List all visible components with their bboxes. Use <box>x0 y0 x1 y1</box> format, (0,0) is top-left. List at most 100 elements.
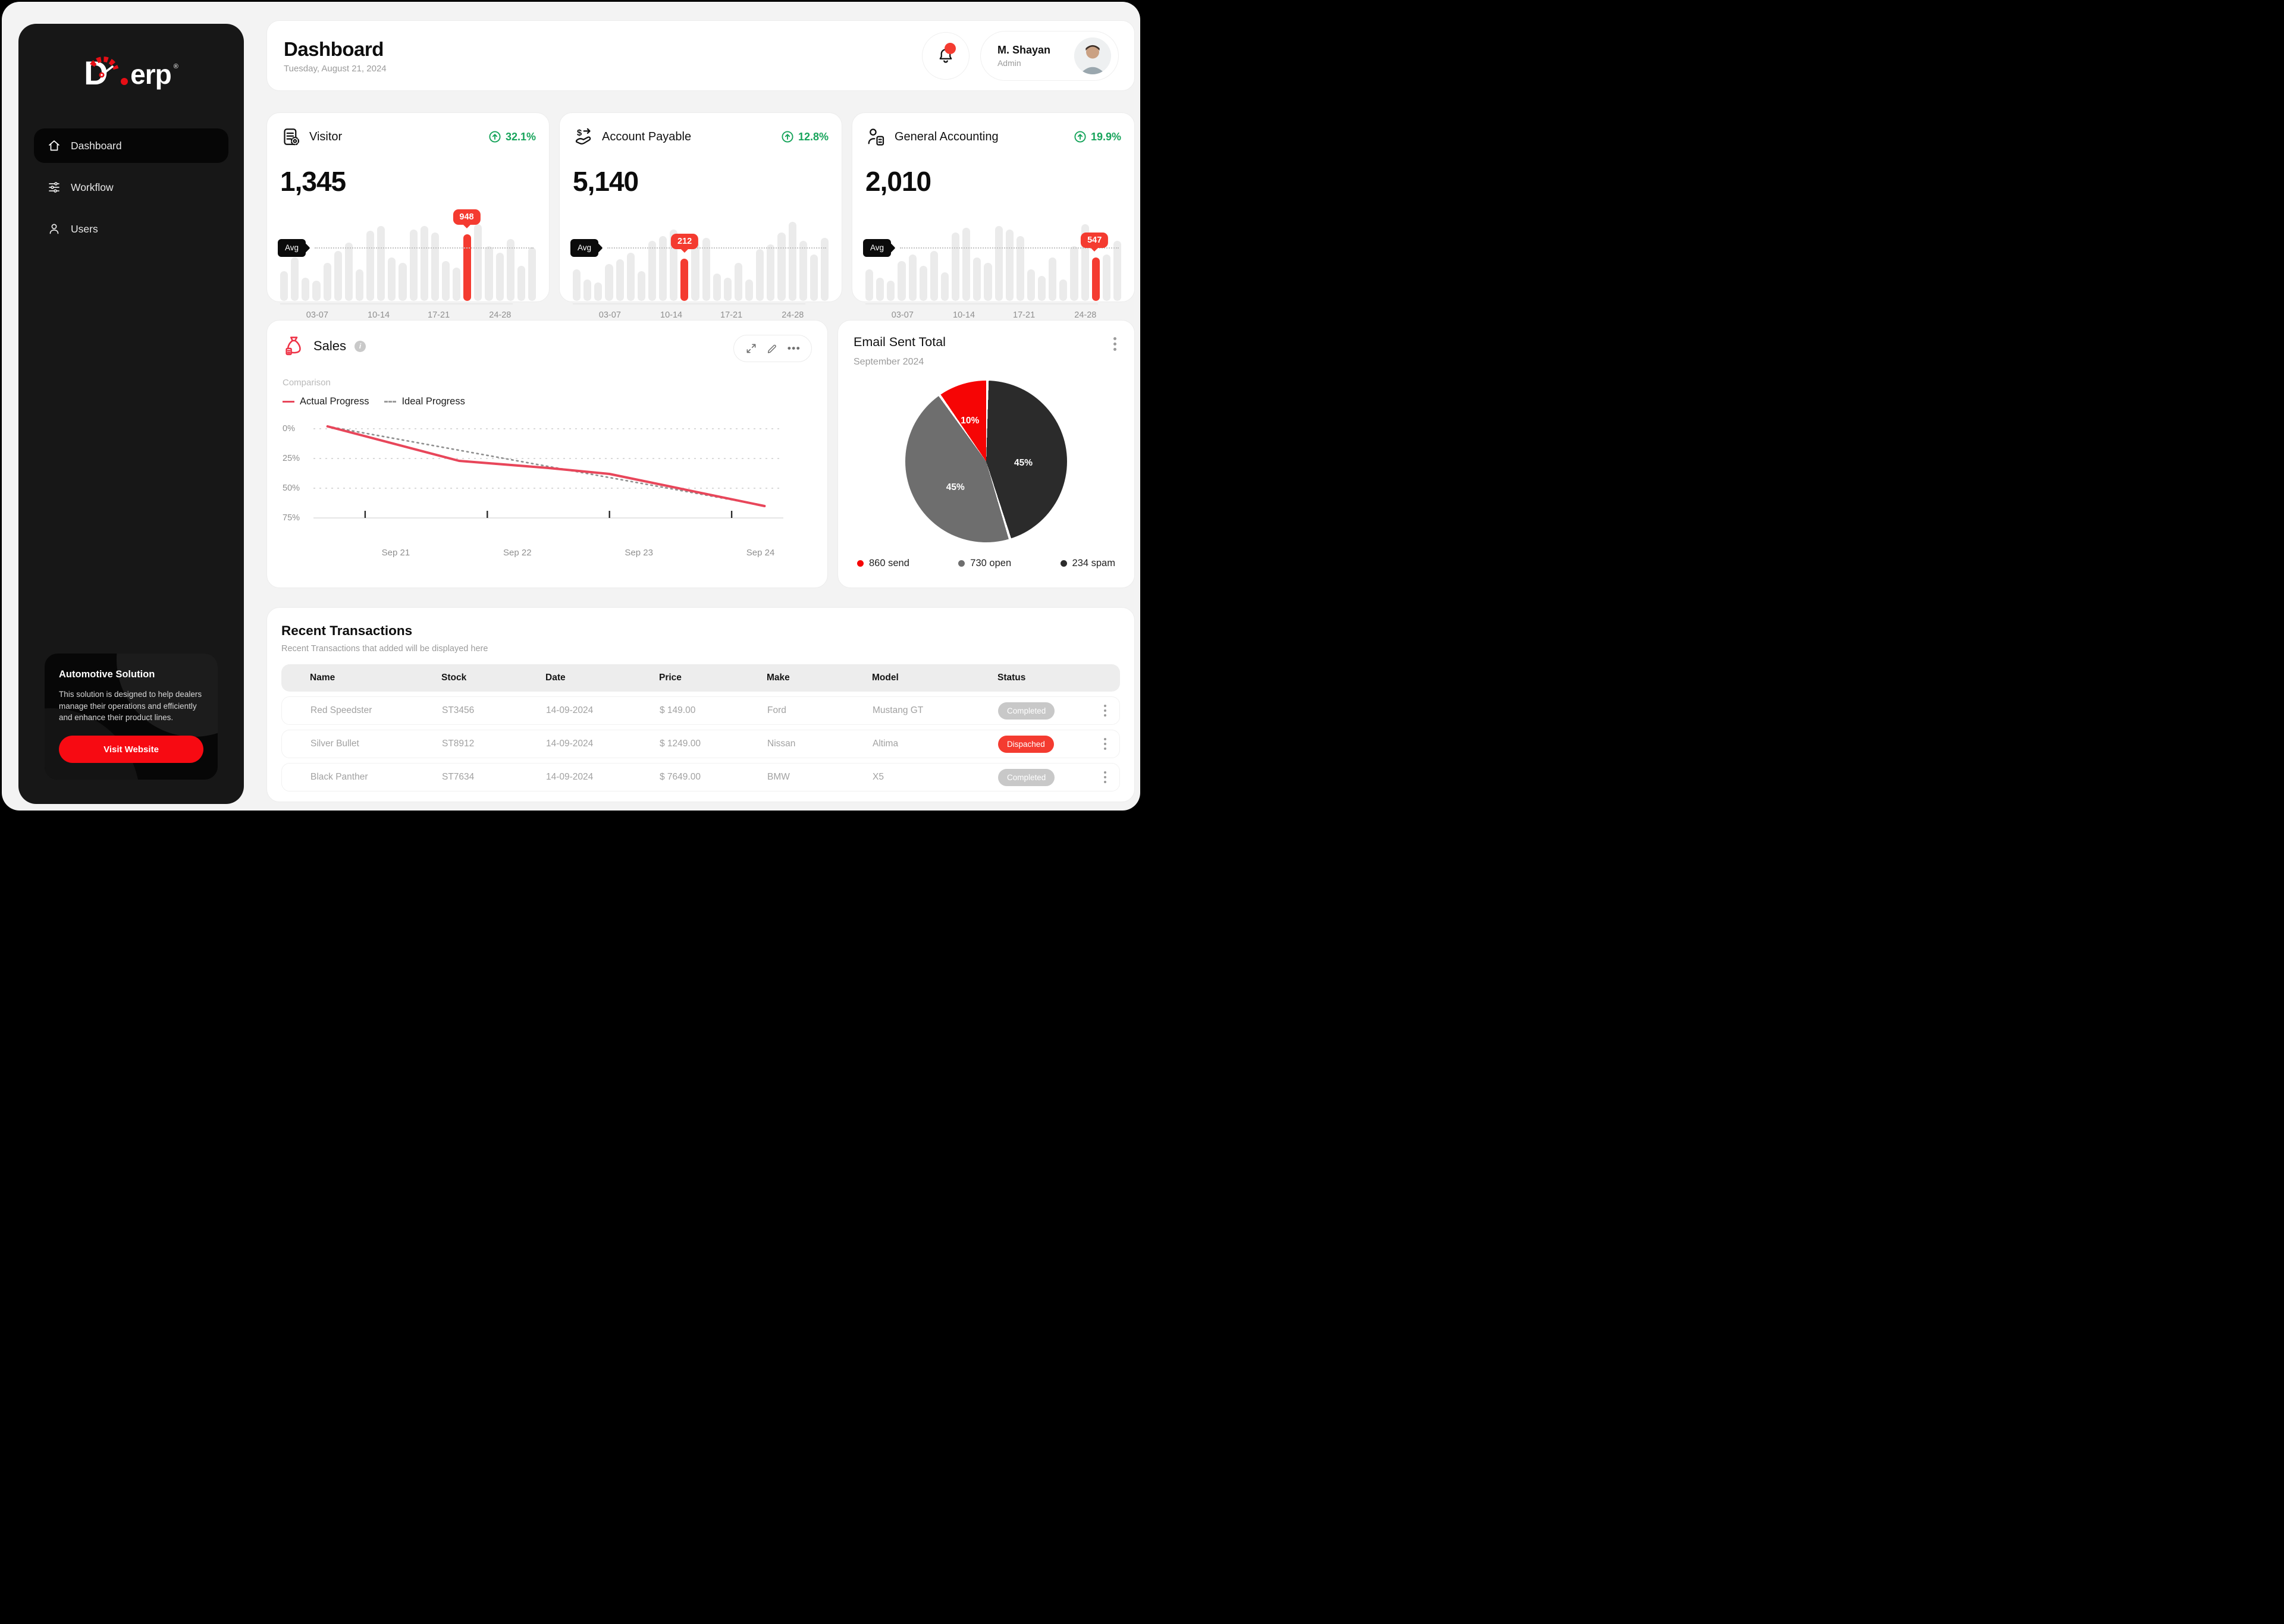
average-label: Avg <box>570 238 599 257</box>
bar <box>485 246 493 301</box>
highlight-badge: 948 <box>453 209 481 225</box>
x-axis-labels: 03-07 10-14 17-21 24-28 <box>280 310 536 322</box>
user-name: M. Shayan <box>997 43 1050 56</box>
average-label: Avg <box>863 238 892 257</box>
x-axis-tick-label: 24-28 <box>489 310 512 320</box>
bar <box>355 269 363 301</box>
stat-title: General Accounting <box>895 130 999 143</box>
row-menu-button[interactable] <box>1102 769 1109 786</box>
bar <box>528 247 536 301</box>
bar <box>495 252 504 301</box>
status-badge: Completed <box>998 702 1055 720</box>
bar <box>1113 241 1121 301</box>
sidebar-item-dashboard[interactable]: Dashboard <box>34 128 228 163</box>
pie-slice-label: 45% <box>1014 457 1033 468</box>
legend-dot <box>958 560 965 567</box>
bar <box>887 281 895 301</box>
promo-card: Automotive Solution This solution is des… <box>45 654 218 780</box>
sales-legend: Actual Progress Ideal Progress <box>283 396 812 407</box>
arrow-up-circle-icon <box>782 131 793 143</box>
x-axis-tick-label: 10-14 <box>368 310 390 320</box>
bar <box>648 241 656 301</box>
notifications-button[interactable] <box>921 32 970 80</box>
bar <box>626 252 635 301</box>
kebab-icon <box>1113 337 1116 340</box>
stat-value: 1,345 <box>280 166 346 197</box>
sidebar-nav: Dashboard Workflow Users <box>34 128 228 246</box>
promo-title: Automotive Solution <box>59 669 155 680</box>
sidebar-item-workflow[interactable]: Workflow <box>34 170 228 205</box>
average-label: Avg <box>278 238 306 257</box>
x-axis-labels: 03-07 10-14 17-21 24-28 <box>865 310 1121 322</box>
axis-baseline <box>573 303 806 304</box>
sales-title: Sales <box>313 338 347 353</box>
average-line <box>607 247 826 249</box>
bar <box>280 271 288 301</box>
bar <box>820 237 829 301</box>
transactions-title: Recent Transactions <box>281 623 413 638</box>
bar <box>952 233 960 301</box>
sales-toolbar: ••• <box>733 335 812 362</box>
avatar-image <box>1074 37 1111 74</box>
bars <box>280 218 536 301</box>
mini-bar-chart: Avg 547 03-07 10-14 17-21 24-28 <box>863 218 1121 320</box>
bar <box>723 277 732 301</box>
edit-button[interactable] <box>764 340 782 357</box>
recent-transactions-card: Recent Transactions Recent Transactions … <box>266 607 1135 802</box>
user-menu[interactable]: M. Shayan Admin <box>980 30 1119 81</box>
bar <box>334 251 342 301</box>
bar <box>583 279 592 301</box>
bar <box>1005 229 1014 301</box>
sliders-icon <box>49 182 59 193</box>
trend-indicator: 12.8% <box>781 130 829 143</box>
bar <box>691 243 699 301</box>
table-row[interactable]: Black Panther ST7634 14-09-2024 $ 7649.0… <box>281 763 1120 791</box>
average-line <box>315 247 534 249</box>
row-menu-button[interactable] <box>1102 702 1109 719</box>
bar <box>756 249 764 301</box>
email-pie-chart: 45% 45% 10% <box>905 381 1067 542</box>
table-row[interactable]: Red Speedster ST3456 14-09-2024 $ 149.00… <box>281 696 1120 725</box>
mini-bar-chart: Avg 212 03-07 10-14 17-21 24-28 <box>570 218 829 320</box>
bar <box>323 262 331 301</box>
bar <box>441 260 450 301</box>
sales-line-chart: 0% 25% 50% 75% Sep 21 Sep 22 Sep <box>283 423 812 558</box>
legend-dot <box>857 560 864 567</box>
trend-value: 32.1% <box>505 130 536 143</box>
money-bag-icon <box>286 337 301 356</box>
unread-indicator <box>944 42 956 54</box>
stat-card-account-payable: $ Account Payable 12.8% 5,140 <box>559 112 842 320</box>
sidebar-item-label: Workflow <box>71 181 114 193</box>
sidebar-item-users[interactable]: Users <box>34 212 228 246</box>
bar <box>984 262 992 301</box>
bar <box>810 254 818 301</box>
visit-website-button[interactable]: Visit Website <box>59 736 203 763</box>
bar <box>702 237 710 301</box>
legend-item: 860 send <box>857 558 909 569</box>
highlight-bar <box>1091 257 1100 301</box>
x-axis-tick-label: 17-21 <box>428 310 450 320</box>
sidebar-item-label: Users <box>71 222 98 235</box>
email-menu-button[interactable] <box>1111 335 1119 353</box>
legend-swatch <box>283 401 294 403</box>
more-options-button[interactable]: ••• <box>785 340 803 357</box>
x-axis-tick-label: Sep 21 <box>381 548 410 558</box>
trend-value: 19.9% <box>1090 130 1121 143</box>
info-icon[interactable]: i <box>354 340 366 352</box>
home-icon <box>49 140 59 151</box>
bar <box>344 243 353 301</box>
expand-button[interactable] <box>742 340 760 357</box>
table-row[interactable]: Silver Bullet ST8912 14-09-2024 $ 1249.0… <box>281 730 1120 758</box>
x-axis-tick-label: 24-28 <box>782 310 804 320</box>
average-line <box>900 247 1119 249</box>
table-header: Name Stock Date Price Make Model Status <box>281 664 1120 692</box>
brand-logo: D erp ® <box>34 52 228 90</box>
legend-item-ideal: Ideal Progress <box>384 396 465 407</box>
row-menu-button[interactable] <box>1102 736 1109 752</box>
bar <box>1027 269 1035 301</box>
stat-cards-row: Visitor 32.1% 1,345 Avg 948 <box>266 112 1135 320</box>
x-axis-tick-label: 10-14 <box>953 310 975 320</box>
bar <box>594 282 603 301</box>
x-axis-tick-label: Sep 24 <box>746 548 775 558</box>
status-badge: Dispached <box>998 735 1054 753</box>
